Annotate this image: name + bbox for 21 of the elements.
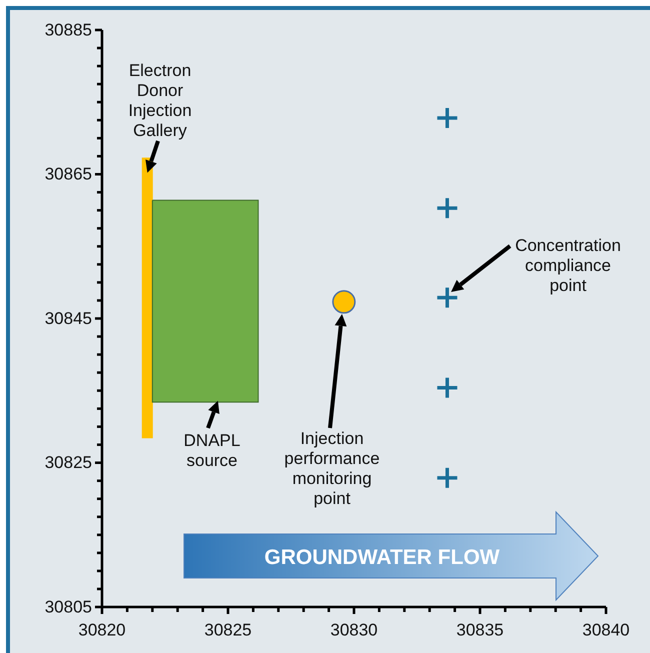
y-tick-label: 30865 (44, 164, 92, 184)
y-tick-label: 30825 (44, 453, 92, 472)
point (435, 376, 459, 400)
y-tick-label: 30845 (44, 308, 92, 328)
point (435, 286, 459, 310)
x-tick-label: 30840 (582, 620, 630, 640)
annotation: Concentration compliance point (515, 236, 621, 295)
x-tick-label: 30835 (456, 620, 504, 640)
point (435, 106, 459, 130)
annotation: DNAPL source (184, 431, 240, 470)
y-tick-label: 30885 (44, 20, 92, 40)
x-tick-label: 30830 (330, 620, 378, 640)
annotation: Electron Donor Injection Gallery (128, 61, 192, 140)
point (332, 290, 356, 314)
point (435, 466, 459, 490)
x-tick-label: 30820 (78, 620, 126, 640)
y-tick-label: 30805 (44, 597, 92, 616)
point (435, 196, 459, 220)
x-tick-label: 30825 (204, 620, 252, 640)
annotation: Injection performance monitoring point (284, 429, 380, 508)
annotation: GROUNDWATER FLOW (264, 546, 500, 569)
